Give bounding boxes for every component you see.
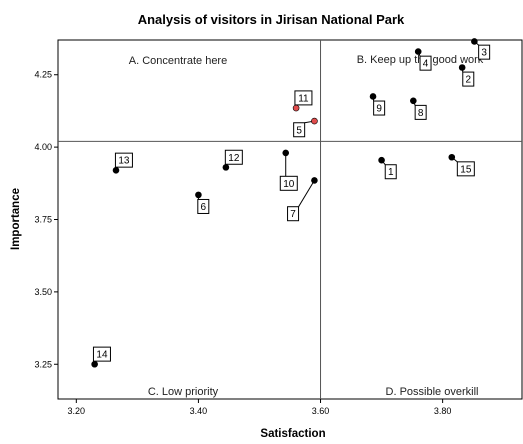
point-label: 4 [423,59,429,70]
point-label: 3 [481,48,487,59]
point-label-box [478,44,491,60]
point-label-box [197,198,210,214]
point-label-box [293,122,306,138]
quadrant-label-d: D. Possible overkill [386,386,479,398]
x-axis: 3.20 3.40 3.60 3.80 [68,399,452,416]
y-tick-label: 3.75 [34,215,52,225]
data-point [378,156,385,164]
y-axis: 3.25 3.50 3.75 4.00 4.25 [34,70,58,369]
x-tick-label: 3.20 [68,406,86,416]
point-label: 12 [228,153,240,164]
leader-line [298,180,315,207]
point-label-box [384,164,397,180]
point-label: 8 [418,108,424,119]
point-label-box [462,71,475,87]
point-label: 9 [376,104,382,115]
quadrant-label-c: C. Low priority [148,386,219,398]
quadrant-labels: A. Concentrate here B. Keep up the good … [129,54,484,398]
point-label: 2 [465,75,471,86]
data-point [282,149,290,157]
data-point [471,38,478,45]
point-label: 14 [96,350,108,361]
x-axis-title: Satisfaction [260,428,325,440]
point-label: 7 [290,209,296,220]
point-label: 1 [388,167,394,178]
data-point [222,164,230,171]
x-tick-label: 3.60 [312,406,330,416]
data-point [91,360,98,368]
point-label-box [279,175,298,191]
data-point [369,93,377,100]
data-point [292,104,300,112]
point-label-box [224,149,243,165]
point-label: 6 [201,202,207,213]
x-tick-label: 3.80 [434,406,452,416]
point-label: 13 [118,156,130,167]
point-label-box [456,161,475,177]
reference-lines [58,40,522,399]
data-point [311,177,318,184]
point-label: 10 [283,179,295,190]
point-label-box [287,206,300,222]
data-point [448,153,456,161]
data-point [112,166,120,174]
point-label-box [414,104,427,120]
point-label-box [114,152,133,168]
point-label-box [294,90,313,106]
point-label: 5 [296,125,302,136]
data-point [414,48,422,55]
y-axis-title: Importance [10,188,22,250]
x-tick-label: 3.40 [190,406,208,416]
data-point [458,64,466,71]
data-point [410,97,417,105]
chart-title: Analysis of visitors in Jirisan National… [138,12,405,27]
point-label: 11 [298,93,309,104]
point-label-box [92,346,111,362]
point-label-box [373,100,386,116]
quadrant-label-a: A. Concentrate here [129,55,227,67]
data-point [311,117,318,125]
data-point [195,191,202,199]
y-tick-label: 3.50 [34,287,52,297]
point-label: 15 [460,164,472,175]
point-label-box [419,55,432,71]
y-tick-label: 3.25 [34,359,52,369]
y-tick-label: 4.00 [34,142,52,152]
y-tick-label: 4.25 [34,70,52,80]
